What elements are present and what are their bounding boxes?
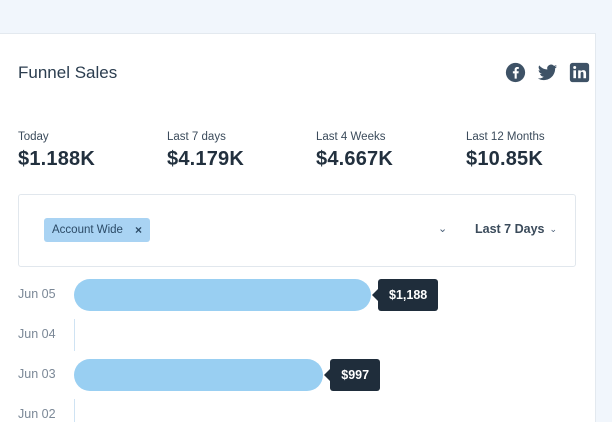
stat-last-7-days: Last 7 days $4.179K bbox=[167, 131, 307, 171]
value-tooltip: $997 bbox=[324, 359, 381, 391]
account-filter-chip[interactable]: Account Wide × bbox=[44, 218, 150, 242]
stat-last-4-weeks: Last 4 Weeks $4.667K bbox=[316, 131, 456, 171]
chart-row: Jun 03 $997 bbox=[0, 359, 596, 391]
chevron-down-icon: ⌄ bbox=[549, 223, 558, 234]
stat-value: $10.85K bbox=[466, 148, 544, 170]
category-label: Jun 04 bbox=[18, 327, 56, 341]
date-range-label: Last 7 Days bbox=[475, 222, 545, 236]
facebook-icon[interactable] bbox=[505, 62, 526, 83]
chip-remove-icon[interactable]: × bbox=[134, 223, 142, 237]
chart-row: Jun 05 $1,188 bbox=[0, 279, 596, 311]
stat-value: $4.179K bbox=[167, 148, 245, 170]
stat-value: $1.188K bbox=[18, 148, 96, 170]
category-label: Jun 02 bbox=[18, 407, 56, 421]
category-label: Jun 05 bbox=[18, 287, 56, 301]
stat-label: Today bbox=[18, 131, 49, 143]
date-range-select[interactable]: Last 7 Days ⌄ bbox=[475, 222, 557, 236]
chart-row: Jun 04 bbox=[0, 319, 596, 351]
stat-label: Last 7 days bbox=[167, 131, 226, 143]
value-tooltip: $1,188 bbox=[371, 279, 439, 311]
chip-label: Account Wide bbox=[52, 224, 123, 236]
bar[interactable] bbox=[74, 359, 324, 391]
sales-bar-chart: Jun 05 $1,188 Jun 04 Jun 03 $997 Jun 02 bbox=[0, 279, 596, 422]
bar[interactable] bbox=[74, 279, 371, 311]
chart-row: Jun 02 bbox=[0, 399, 596, 422]
category-label: Jun 03 bbox=[18, 367, 56, 381]
filter-expand-chevron-icon[interactable]: ⌄ bbox=[438, 223, 448, 235]
card-title: Funnel Sales bbox=[18, 63, 118, 82]
linkedin-icon[interactable] bbox=[569, 62, 590, 83]
zero-bar bbox=[74, 399, 75, 422]
stat-last-12-months: Last 12 Months $10.85K bbox=[466, 131, 606, 171]
stat-label: Last 4 Weeks bbox=[316, 131, 386, 143]
stat-value: $4.667K bbox=[316, 148, 394, 170]
zero-bar bbox=[74, 319, 75, 351]
funnel-sales-card: Funnel Sales Today $1.188K Last 7 days $… bbox=[0, 33, 596, 422]
share-buttons bbox=[505, 62, 590, 83]
stat-today: Today $1.188K bbox=[18, 131, 158, 171]
stats-row: Today $1.188K Last 7 days $4.179K Last 4… bbox=[18, 131, 598, 181]
filter-bar: Account Wide × ⌄ Last 7 Days ⌄ bbox=[18, 194, 576, 267]
stat-label: Last 12 Months bbox=[466, 131, 545, 143]
twitter-icon[interactable] bbox=[537, 62, 558, 83]
